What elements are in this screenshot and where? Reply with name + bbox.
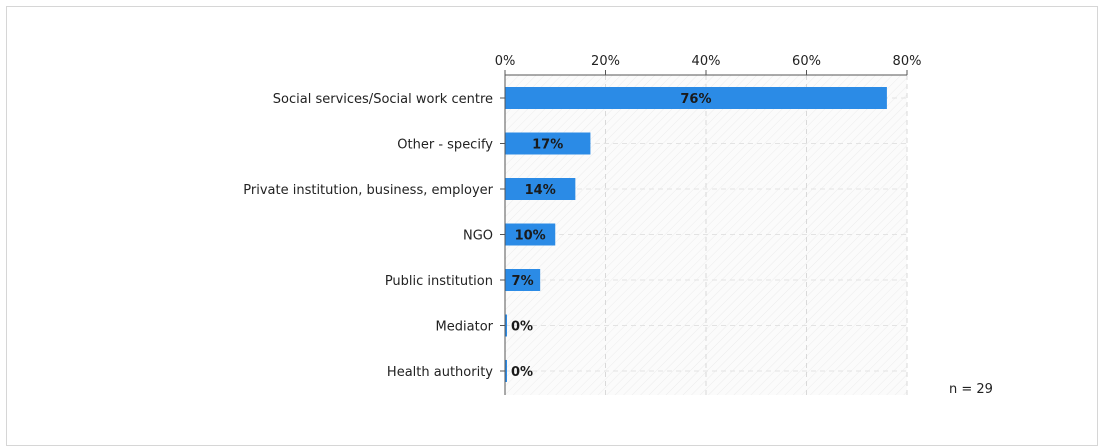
category-label: NGO: [463, 229, 493, 244]
bar: [505, 269, 541, 291]
x-axis: 0% 20% 40% 60% 80%: [495, 54, 922, 75]
bar: [505, 314, 507, 337]
category-label: Mediator: [436, 320, 494, 335]
x-tick-label: 20%: [591, 54, 620, 69]
bar: [505, 360, 507, 382]
data-label: 17%: [532, 138, 563, 153]
category-label: Health authority: [387, 365, 493, 380]
x-tick-label: 80%: [893, 54, 922, 69]
category-label: Public institution: [385, 274, 493, 289]
sample-size-note: n = 29: [949, 382, 993, 397]
data-label: 0%: [511, 320, 533, 335]
data-label: 76%: [680, 92, 711, 107]
category-label: Other - specify: [397, 138, 493, 153]
x-tick-label: 60%: [792, 54, 821, 69]
data-label: 10%: [515, 229, 546, 244]
data-label: 7%: [512, 274, 534, 289]
bar: [505, 178, 576, 200]
data-label: 0%: [511, 365, 533, 380]
bars: 76% 17% 14% 10% 7% 0% 0%: [505, 87, 887, 382]
bar: [505, 132, 591, 155]
axis-lines: [504, 74, 907, 395]
category-label: Social services/Social work centre: [273, 92, 493, 107]
x-tick-label: 40%: [692, 54, 721, 69]
bar: [505, 87, 887, 109]
category-axis: Social services/Social work centre Other …: [243, 92, 505, 380]
bar: [505, 223, 556, 246]
category-label: Private institution, business, employer: [243, 183, 493, 198]
x-tick-label: 0%: [495, 54, 516, 69]
data-label: 14%: [525, 183, 556, 198]
